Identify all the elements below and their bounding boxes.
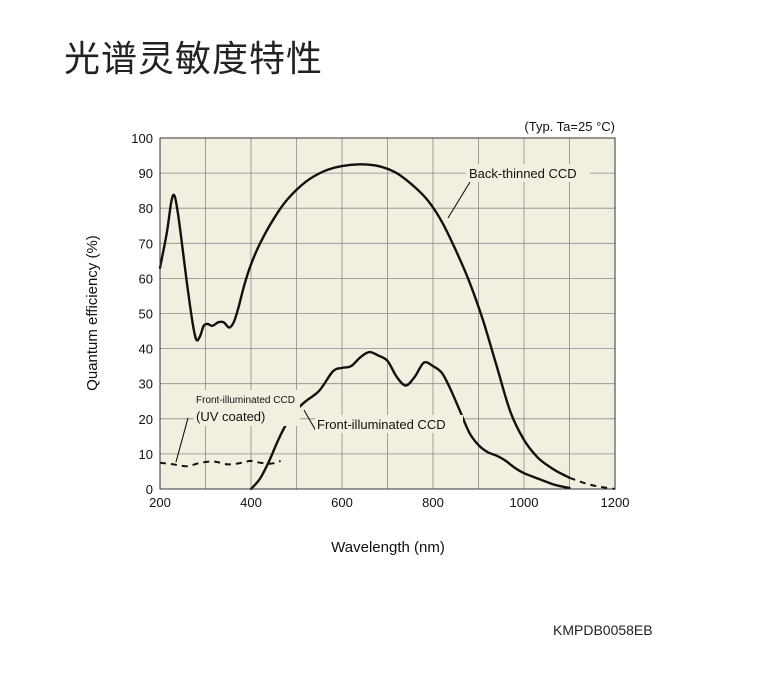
x-tick-label: 1000 <box>510 495 539 510</box>
x-axis-ticks: 200 400 600 800 1000 1200 <box>149 495 629 510</box>
y-axis-ticks: 0 10 20 30 40 50 60 70 80 90 100 <box>131 131 153 497</box>
x-axis-label: Wavelength (nm) <box>331 539 445 556</box>
y-tick-label: 90 <box>139 166 153 181</box>
x-tick-label: 200 <box>149 495 171 510</box>
document-code: KMPDB0058EB <box>553 622 653 638</box>
leader-front-illuminated <box>303 409 317 432</box>
label-back-thinned-ccd: Back-thinned CCD <box>469 166 577 181</box>
x-tick-label: 600 <box>331 495 353 510</box>
leader-back-thinned <box>447 181 471 219</box>
y-tick-label: 30 <box>139 377 153 392</box>
label-front-illuminated-ccd: Front-illuminated CCD <box>317 417 446 432</box>
plot-frame <box>159 137 616 490</box>
condition-note: (Typ. Ta=25 °C) <box>524 119 615 134</box>
label-bg-back-thinned <box>466 164 590 182</box>
label-bg-front-illuminated <box>315 415 463 433</box>
y-axis-label: Quantum efficiency (%) <box>84 235 101 391</box>
label-front-illuminated-uv-line2: (UV coated) <box>196 409 265 424</box>
y-tick-label: 20 <box>139 412 153 427</box>
series-line-2 <box>249 350 571 491</box>
y-tick-label: 80 <box>139 201 153 216</box>
x-tick-label: 400 <box>240 495 262 510</box>
label-front-illuminated-uv-line1: Front-illuminated CCD <box>196 395 295 406</box>
leader-uv-coated <box>175 417 189 463</box>
x-tick-label: 800 <box>422 495 444 510</box>
series-line-0 <box>158 163 571 479</box>
y-tick-label: 60 <box>139 271 153 286</box>
x-tick-label: 1200 <box>601 495 630 510</box>
y-tick-label: 70 <box>139 236 153 251</box>
annotation-layer: Back-thinned CCD Front-illuminated CCD F… <box>175 164 590 463</box>
series-line-3 <box>159 459 281 468</box>
y-tick-label: 50 <box>139 307 153 322</box>
y-tick-label: 10 <box>139 447 153 462</box>
y-tick-label: 0 <box>146 482 153 497</box>
page-title: 光谱灵敏度特性 <box>64 39 324 80</box>
y-tick-label: 100 <box>131 131 153 146</box>
label-bg-uv-coated <box>194 390 300 426</box>
y-tick-label: 40 <box>139 342 153 357</box>
